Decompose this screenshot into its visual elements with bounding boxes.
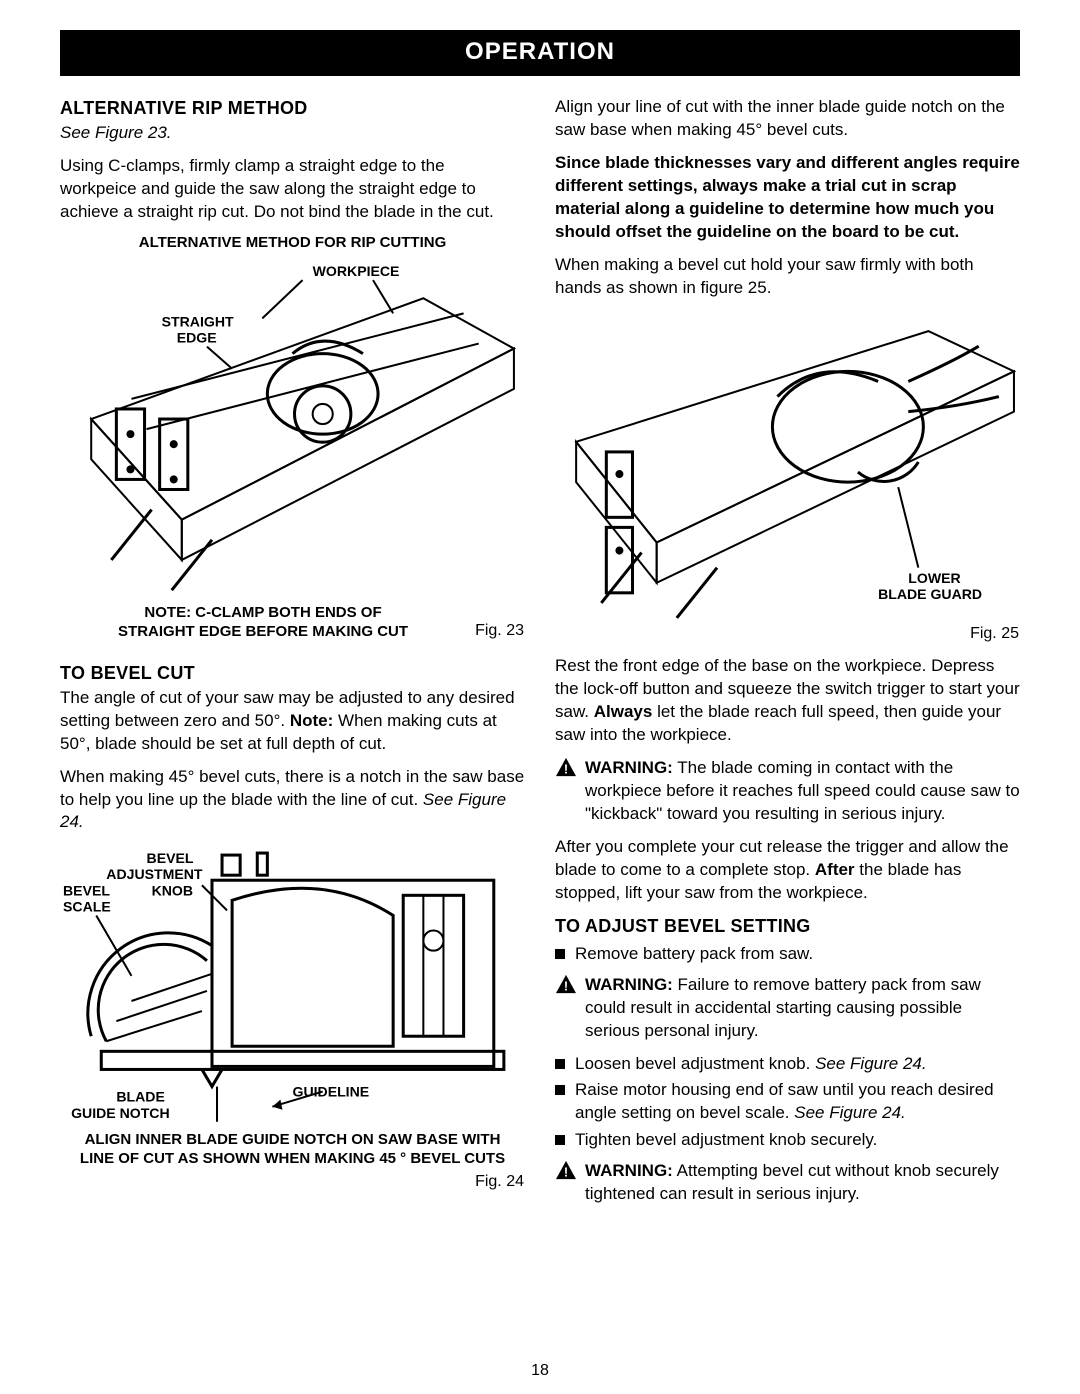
svg-text:GUIDELINE: GUIDELINE xyxy=(293,1084,370,1100)
after-paragraph: After you complete your cut release the … xyxy=(555,836,1020,905)
svg-text:BLADE: BLADE xyxy=(116,1089,165,1105)
right-column: Align your line of cut with the inner bl… xyxy=(555,96,1020,1216)
since-bold-paragraph: Since blade thicknesses vary and differe… xyxy=(555,152,1020,244)
svg-text:LOWER: LOWER xyxy=(908,569,960,585)
fig25-number: Fig. 25 xyxy=(970,623,1019,645)
svg-text:SCALE: SCALE xyxy=(63,899,111,915)
warning-2-text: WARNING: Failure to remove battery pack … xyxy=(585,974,1020,1043)
warn2-label: WARNING: xyxy=(585,975,673,994)
svg-text:BLADE GUARD: BLADE GUARD xyxy=(878,585,982,601)
warning-icon: ! xyxy=(555,1160,577,1180)
bevel-paragraph-2: When making 45° bevel cuts, there is a n… xyxy=(60,766,525,835)
svg-text:BEVEL: BEVEL xyxy=(147,851,194,867)
figure-24: BEVEL ADJUSTMENT KNOB BEVEL SCALE xyxy=(60,844,525,1193)
svg-text:ADJUSTMENT: ADJUSTMENT xyxy=(106,867,203,883)
fig23-number: Fig. 23 xyxy=(465,620,524,642)
fig23-note-l2: STRAIGHT EDGE BEFORE MAKING CUT xyxy=(118,623,408,640)
figure-23: WORKPIECE STRAIGHT EDGE xyxy=(60,257,525,643)
figure-25: LOWER BLADE GUARD Fig. 25 xyxy=(555,310,1020,646)
b3a: Raise motor housing end of saw until you… xyxy=(575,1080,994,1122)
svg-text:GUIDE NOTCH: GUIDE NOTCH xyxy=(71,1105,170,1121)
fig23-note-l1: NOTE: C-CLAMP BOTH ENDS OF xyxy=(144,604,381,621)
svg-text:!: ! xyxy=(564,978,568,993)
warning-icon: ! xyxy=(555,757,577,777)
align-paragraph: Align your line of cut with the inner bl… xyxy=(555,96,1020,142)
bullet-square-icon xyxy=(555,1135,565,1145)
bullet-square-icon xyxy=(555,1059,565,1069)
b2a: Loosen bevel adjustment knob. xyxy=(575,1054,815,1073)
two-column-layout: ALTERNATIVE RIP METHOD See Figure 23. Us… xyxy=(60,96,1020,1216)
fig24-cap-l1: ALIGN INNER BLADE GUIDE NOTCH ON SAW BAS… xyxy=(85,1131,501,1148)
svg-text:!: ! xyxy=(564,1165,568,1180)
b3b: See Figure 24. xyxy=(794,1103,906,1122)
see-figure-23: See Figure 23. xyxy=(60,122,525,145)
rest-paragraph: Rest the front edge of the base on the w… xyxy=(555,655,1020,747)
fig23-straight-label-1: STRAIGHT xyxy=(162,313,234,329)
fig23-workpiece-label: WORKPIECE xyxy=(313,263,400,279)
heading-alt-rip: ALTERNATIVE RIP METHOD xyxy=(60,96,525,120)
rest-always: Always xyxy=(594,702,653,721)
warning-3: ! WARNING: Attempting bevel cut without … xyxy=(555,1160,1020,1206)
warning-icon: ! xyxy=(555,974,577,994)
bullet-4-text: Tighten bevel adjustment knob securely. xyxy=(575,1129,877,1152)
hold-paragraph: When making a bevel cut hold your saw fi… xyxy=(555,254,1020,300)
bevel-note-word: Note: xyxy=(290,711,333,730)
b2b: See Figure 24. xyxy=(815,1054,927,1073)
svg-text:BEVEL: BEVEL xyxy=(63,883,110,899)
bullet-3: Raise motor housing end of saw until you… xyxy=(555,1079,1020,1125)
warn3-label: WARNING: xyxy=(585,1161,673,1180)
bevel-paragraph-1: The angle of cut of your saw may be adju… xyxy=(60,687,525,756)
bullet-1-text: Remove battery pack from saw. xyxy=(575,943,813,966)
bullet-1: Remove battery pack from saw. xyxy=(555,943,1020,966)
bullet-3-text: Raise motor housing end of saw until you… xyxy=(575,1079,1020,1125)
bullet-square-icon xyxy=(555,1085,565,1095)
svg-text:KNOB: KNOB xyxy=(152,883,193,899)
after-after: After xyxy=(815,860,855,879)
fig24-cap-l2: LINE OF CUT AS SHOWN WHEN MAKING 45 ° BE… xyxy=(80,1150,505,1167)
bullet-square-icon xyxy=(555,949,565,959)
page-number: 18 xyxy=(0,1362,1080,1380)
bullet-2: Loosen bevel adjustment knob. See Figure… xyxy=(555,1053,1020,1076)
alt-rip-paragraph: Using C-clamps, firmly clamp a straight … xyxy=(60,155,525,224)
heading-adjust-bevel: TO ADJUST BEVEL SETTING xyxy=(555,914,1020,938)
svg-text:!: ! xyxy=(564,761,568,776)
fig24-caption: ALIGN INNER BLADE GUIDE NOTCH ON SAW BAS… xyxy=(80,1131,505,1169)
fig23-illustration: WORKPIECE STRAIGHT EDGE xyxy=(61,258,524,600)
fig25-illustration: LOWER BLADE GUARD xyxy=(556,311,1019,623)
fig23-straight-label-2: EDGE xyxy=(177,329,217,345)
section-header: OPERATION xyxy=(60,30,1020,76)
bullet-2-text: Loosen bevel adjustment knob. See Figure… xyxy=(575,1053,927,1076)
heading-bevel-cut: TO BEVEL CUT xyxy=(60,661,525,685)
fig23-title: ALTERNATIVE METHOD FOR RIP CUTTING xyxy=(60,234,525,253)
warning-2: ! WARNING: Failure to remove battery pac… xyxy=(555,974,1020,1043)
warning-1: ! WARNING: The blade coming in contact w… xyxy=(555,757,1020,826)
warning-3-text: WARNING: Attempting bevel cut without kn… xyxy=(585,1160,1020,1206)
fig24-illustration: BEVEL ADJUSTMENT KNOB BEVEL SCALE xyxy=(61,845,524,1127)
warning-1-text: WARNING: The blade coming in contact wit… xyxy=(585,757,1020,826)
left-column: ALTERNATIVE RIP METHOD See Figure 23. Us… xyxy=(60,96,525,1216)
warn1-label: WARNING: xyxy=(585,758,673,777)
bullet-4: Tighten bevel adjustment knob securely. xyxy=(555,1129,1020,1152)
fig23-note: NOTE: C-CLAMP BOTH ENDS OF STRAIGHT EDGE… xyxy=(61,604,465,642)
fig24-number: Fig. 24 xyxy=(475,1171,524,1193)
